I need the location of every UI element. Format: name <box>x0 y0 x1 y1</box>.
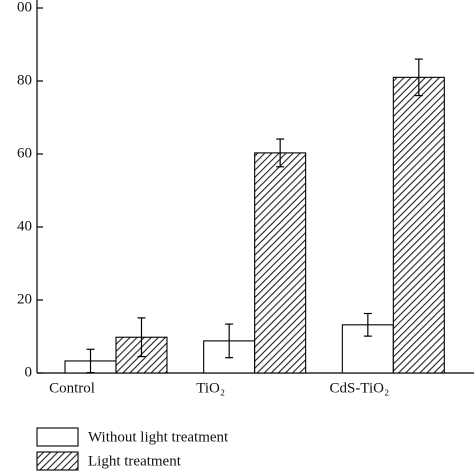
y-tick-label: 40 <box>17 218 32 234</box>
bar <box>392 76 445 374</box>
x-tick-label: Control <box>49 380 95 396</box>
y-tick-label: 0 <box>25 364 33 380</box>
error-bar <box>363 312 372 337</box>
legend-swatch <box>36 427 79 447</box>
x-tick-label: TiO₂ <box>196 380 225 396</box>
error-bar <box>414 58 423 97</box>
error-bar <box>86 348 95 374</box>
legend-label: Light treatment <box>88 453 182 469</box>
bar <box>254 152 307 374</box>
y-tick-label: 80 <box>17 72 32 88</box>
error-bar <box>225 323 234 359</box>
legend-swatch <box>36 451 79 471</box>
y-tick-label: 60 <box>17 145 32 161</box>
x-tick-label: CdS-TiO₂ <box>329 380 389 396</box>
error-bar <box>137 317 146 358</box>
error-bar <box>276 138 285 168</box>
y-tick-label: 00 <box>17 0 32 15</box>
legend-label: Without light treatment <box>88 429 229 445</box>
y-tick-label: 20 <box>17 291 32 307</box>
